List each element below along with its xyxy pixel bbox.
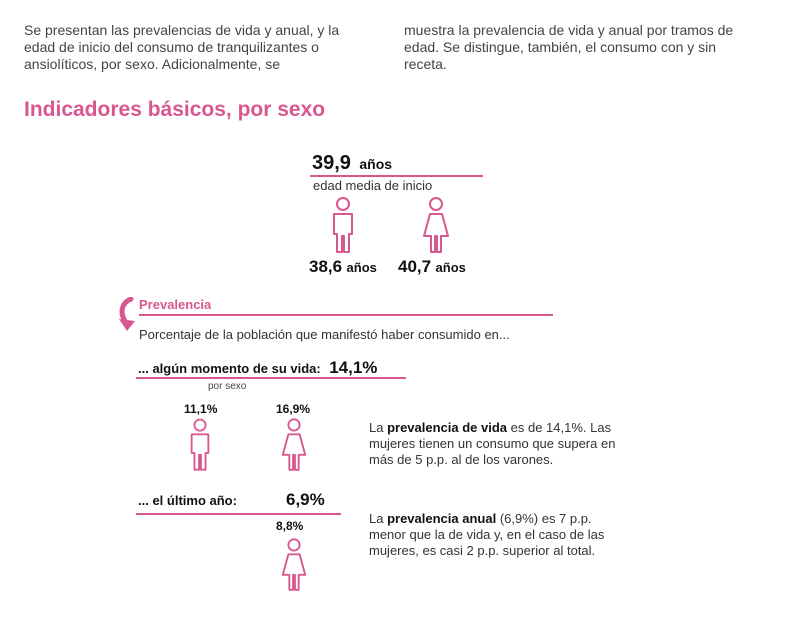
age-female: 40,7 años [398,257,466,277]
age-female-value: 40,7 [398,257,432,276]
year-value: 6,9% [286,490,325,509]
life-prevalence: ... algún momento de su vida: 14,1% [138,358,377,378]
life-note: La prevalencia de vida es de 14,1%. Las … [369,420,619,468]
curved-arrow-icon [119,297,135,331]
year-label: ... el último año: [138,493,237,508]
year-note-pre: La [369,511,388,526]
section-title: Indicadores básicos, por sexo [24,98,326,121]
year-note: La prevalencia anual (6,9%) es 7 p.p. me… [369,511,627,559]
year-prevalence: ... el último año: [138,492,237,510]
age-mean: 39,9 años [312,152,392,175]
year-rule [136,513,341,515]
life-note-bold: prevalencia de vida [387,420,508,435]
life-rule [136,377,406,379]
year-female-value: 8,8% [276,519,304,533]
female-icon [423,197,449,253]
year-note-post: (6,9%) es 7 p.p. menor que la de vida y,… [369,511,605,558]
life-male-value: 11,1% [184,402,218,416]
age-female-unit: años [435,260,466,275]
life-note-post: es de 14,1%. Las mujeres tienen un consu… [369,420,616,467]
age-mean-value: 39,9 [312,152,351,174]
year-note-bold: prevalencia anual [387,511,497,526]
prevalence-rule [139,314,553,316]
female-icon [281,418,307,471]
age-male-unit: años [346,260,377,275]
age-mean-unit: años [359,156,393,172]
prevalence-title: Prevalencia [139,297,212,312]
life-label: ... algún momento de su vida: [138,361,321,376]
prevalence-subtitle: Porcentaje de la población que manifestó… [139,327,510,342]
life-note-pre: La [369,420,388,435]
intro-paragraph-right: muestra la prevalencia de vida y anual p… [404,22,734,72]
age-male: 38,6 años [309,257,377,277]
age-rule [310,175,483,177]
by-sex-label: por sexo [208,381,247,392]
intro-paragraph-left: Se presentan las prevalencias de vida y … [24,22,340,72]
life-value: 14,1% [329,358,378,377]
male-icon [333,197,353,253]
age-male-value: 38,6 [309,257,343,276]
female-icon [281,538,307,591]
life-female-value: 16,9% [276,402,311,416]
age-label: edad media de inicio [313,178,433,193]
male-icon [190,418,210,471]
